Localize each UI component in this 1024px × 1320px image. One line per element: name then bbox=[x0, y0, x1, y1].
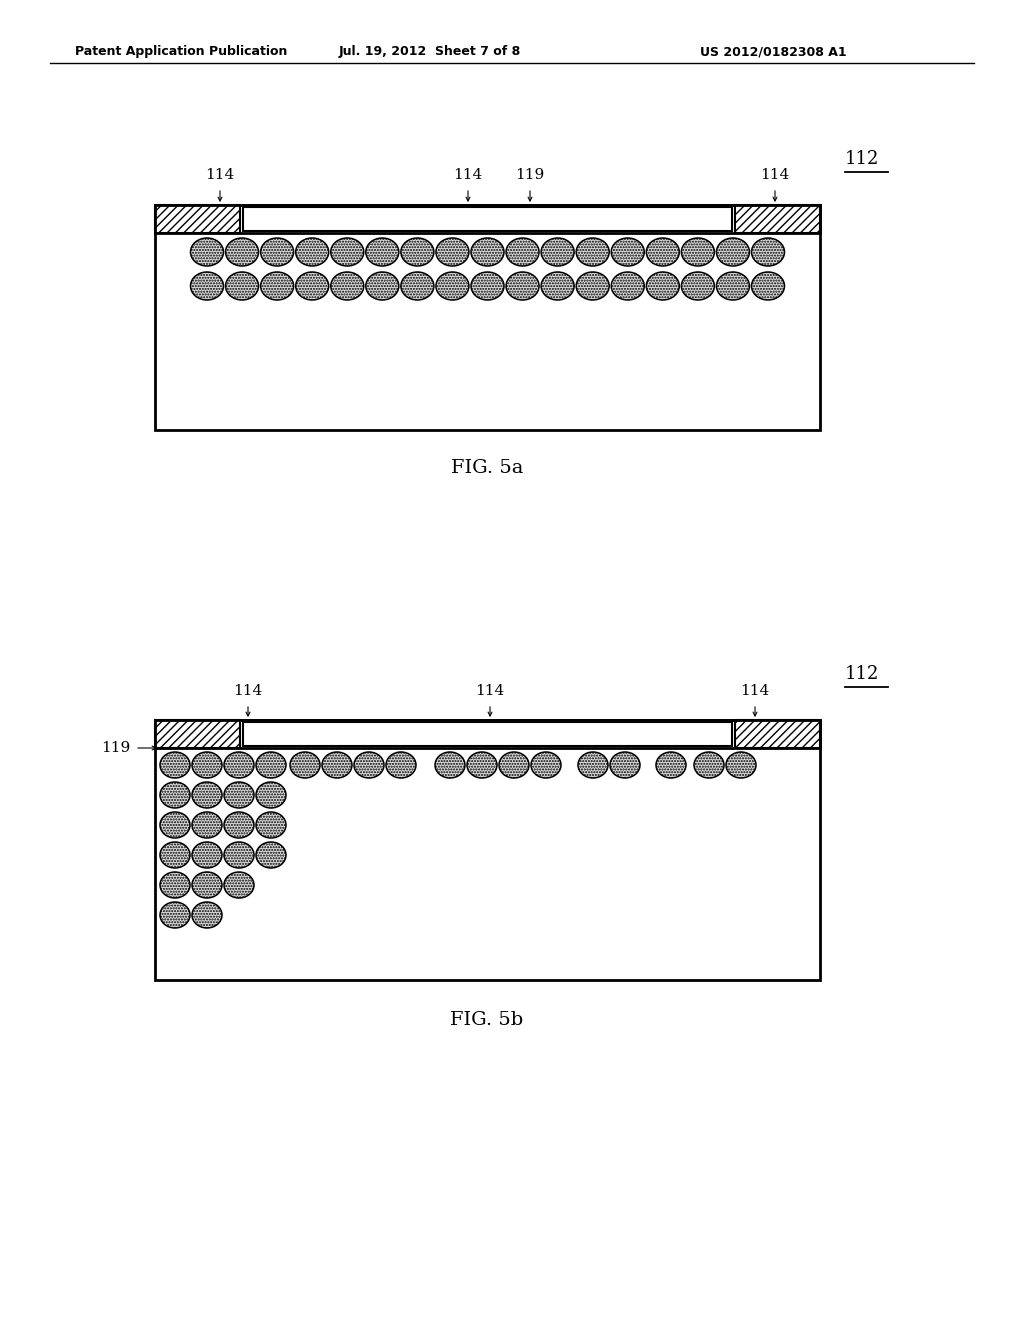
Ellipse shape bbox=[577, 238, 609, 267]
Ellipse shape bbox=[256, 812, 286, 838]
Ellipse shape bbox=[193, 842, 222, 869]
Ellipse shape bbox=[160, 902, 190, 928]
Text: 114: 114 bbox=[761, 168, 790, 182]
Bar bbox=[155, 719, 820, 979]
Ellipse shape bbox=[224, 781, 254, 808]
Bar bbox=[243, 722, 732, 746]
Ellipse shape bbox=[467, 752, 497, 777]
Ellipse shape bbox=[611, 272, 644, 300]
Ellipse shape bbox=[261, 272, 294, 300]
Bar bbox=[735, 205, 820, 234]
Ellipse shape bbox=[400, 238, 434, 267]
Ellipse shape bbox=[610, 752, 640, 777]
Ellipse shape bbox=[366, 238, 398, 267]
Ellipse shape bbox=[190, 238, 223, 267]
Ellipse shape bbox=[160, 752, 190, 777]
Ellipse shape bbox=[224, 812, 254, 838]
Ellipse shape bbox=[225, 238, 259, 267]
Ellipse shape bbox=[577, 272, 609, 300]
Ellipse shape bbox=[471, 272, 504, 300]
Ellipse shape bbox=[160, 812, 190, 838]
Bar bbox=[155, 205, 240, 234]
Ellipse shape bbox=[611, 238, 644, 267]
Ellipse shape bbox=[436, 272, 469, 300]
Ellipse shape bbox=[193, 873, 222, 898]
Ellipse shape bbox=[436, 238, 469, 267]
Ellipse shape bbox=[256, 781, 286, 808]
Ellipse shape bbox=[681, 238, 715, 267]
Ellipse shape bbox=[322, 752, 352, 777]
Ellipse shape bbox=[471, 238, 504, 267]
Ellipse shape bbox=[366, 272, 398, 300]
Ellipse shape bbox=[752, 238, 784, 267]
Ellipse shape bbox=[386, 752, 416, 777]
Ellipse shape bbox=[717, 238, 750, 267]
Ellipse shape bbox=[296, 238, 329, 267]
Text: 112: 112 bbox=[845, 665, 880, 682]
Ellipse shape bbox=[193, 781, 222, 808]
Ellipse shape bbox=[261, 238, 294, 267]
Text: 112: 112 bbox=[845, 150, 880, 168]
Ellipse shape bbox=[331, 238, 364, 267]
Ellipse shape bbox=[681, 272, 715, 300]
Ellipse shape bbox=[193, 812, 222, 838]
Bar bbox=[155, 205, 820, 430]
Ellipse shape bbox=[752, 272, 784, 300]
Bar bbox=[155, 205, 820, 234]
Ellipse shape bbox=[717, 272, 750, 300]
Ellipse shape bbox=[290, 752, 319, 777]
Ellipse shape bbox=[190, 272, 223, 300]
Text: Patent Application Publication: Patent Application Publication bbox=[75, 45, 288, 58]
Bar bbox=[155, 719, 240, 748]
Ellipse shape bbox=[726, 752, 756, 777]
Text: 119: 119 bbox=[515, 168, 545, 182]
Ellipse shape bbox=[160, 781, 190, 808]
Text: 114: 114 bbox=[740, 684, 770, 698]
Bar bbox=[155, 719, 820, 748]
Ellipse shape bbox=[646, 272, 679, 300]
Ellipse shape bbox=[256, 842, 286, 869]
Text: FIG. 5b: FIG. 5b bbox=[451, 1011, 523, 1030]
Text: Jul. 19, 2012  Sheet 7 of 8: Jul. 19, 2012 Sheet 7 of 8 bbox=[339, 45, 521, 58]
Ellipse shape bbox=[541, 238, 574, 267]
Text: 114: 114 bbox=[454, 168, 482, 182]
Ellipse shape bbox=[256, 752, 286, 777]
Text: 114: 114 bbox=[206, 168, 234, 182]
Ellipse shape bbox=[193, 752, 222, 777]
Text: 114: 114 bbox=[233, 684, 262, 698]
Ellipse shape bbox=[296, 272, 329, 300]
Ellipse shape bbox=[435, 752, 465, 777]
Ellipse shape bbox=[193, 902, 222, 928]
Ellipse shape bbox=[578, 752, 608, 777]
Bar bbox=[243, 207, 732, 231]
Ellipse shape bbox=[331, 272, 364, 300]
Ellipse shape bbox=[499, 752, 529, 777]
Ellipse shape bbox=[224, 873, 254, 898]
Ellipse shape bbox=[506, 238, 539, 267]
Ellipse shape bbox=[531, 752, 561, 777]
Ellipse shape bbox=[506, 272, 539, 300]
Ellipse shape bbox=[160, 842, 190, 869]
Ellipse shape bbox=[656, 752, 686, 777]
Ellipse shape bbox=[225, 272, 259, 300]
Ellipse shape bbox=[400, 272, 434, 300]
Text: US 2012/0182308 A1: US 2012/0182308 A1 bbox=[700, 45, 847, 58]
Ellipse shape bbox=[354, 752, 384, 777]
Ellipse shape bbox=[160, 873, 190, 898]
Ellipse shape bbox=[694, 752, 724, 777]
Ellipse shape bbox=[224, 842, 254, 869]
Text: FIG. 5a: FIG. 5a bbox=[451, 459, 523, 477]
Ellipse shape bbox=[646, 238, 679, 267]
Text: 114: 114 bbox=[475, 684, 505, 698]
Ellipse shape bbox=[224, 752, 254, 777]
Ellipse shape bbox=[541, 272, 574, 300]
Bar bbox=[735, 719, 820, 748]
Text: 119: 119 bbox=[100, 741, 130, 755]
